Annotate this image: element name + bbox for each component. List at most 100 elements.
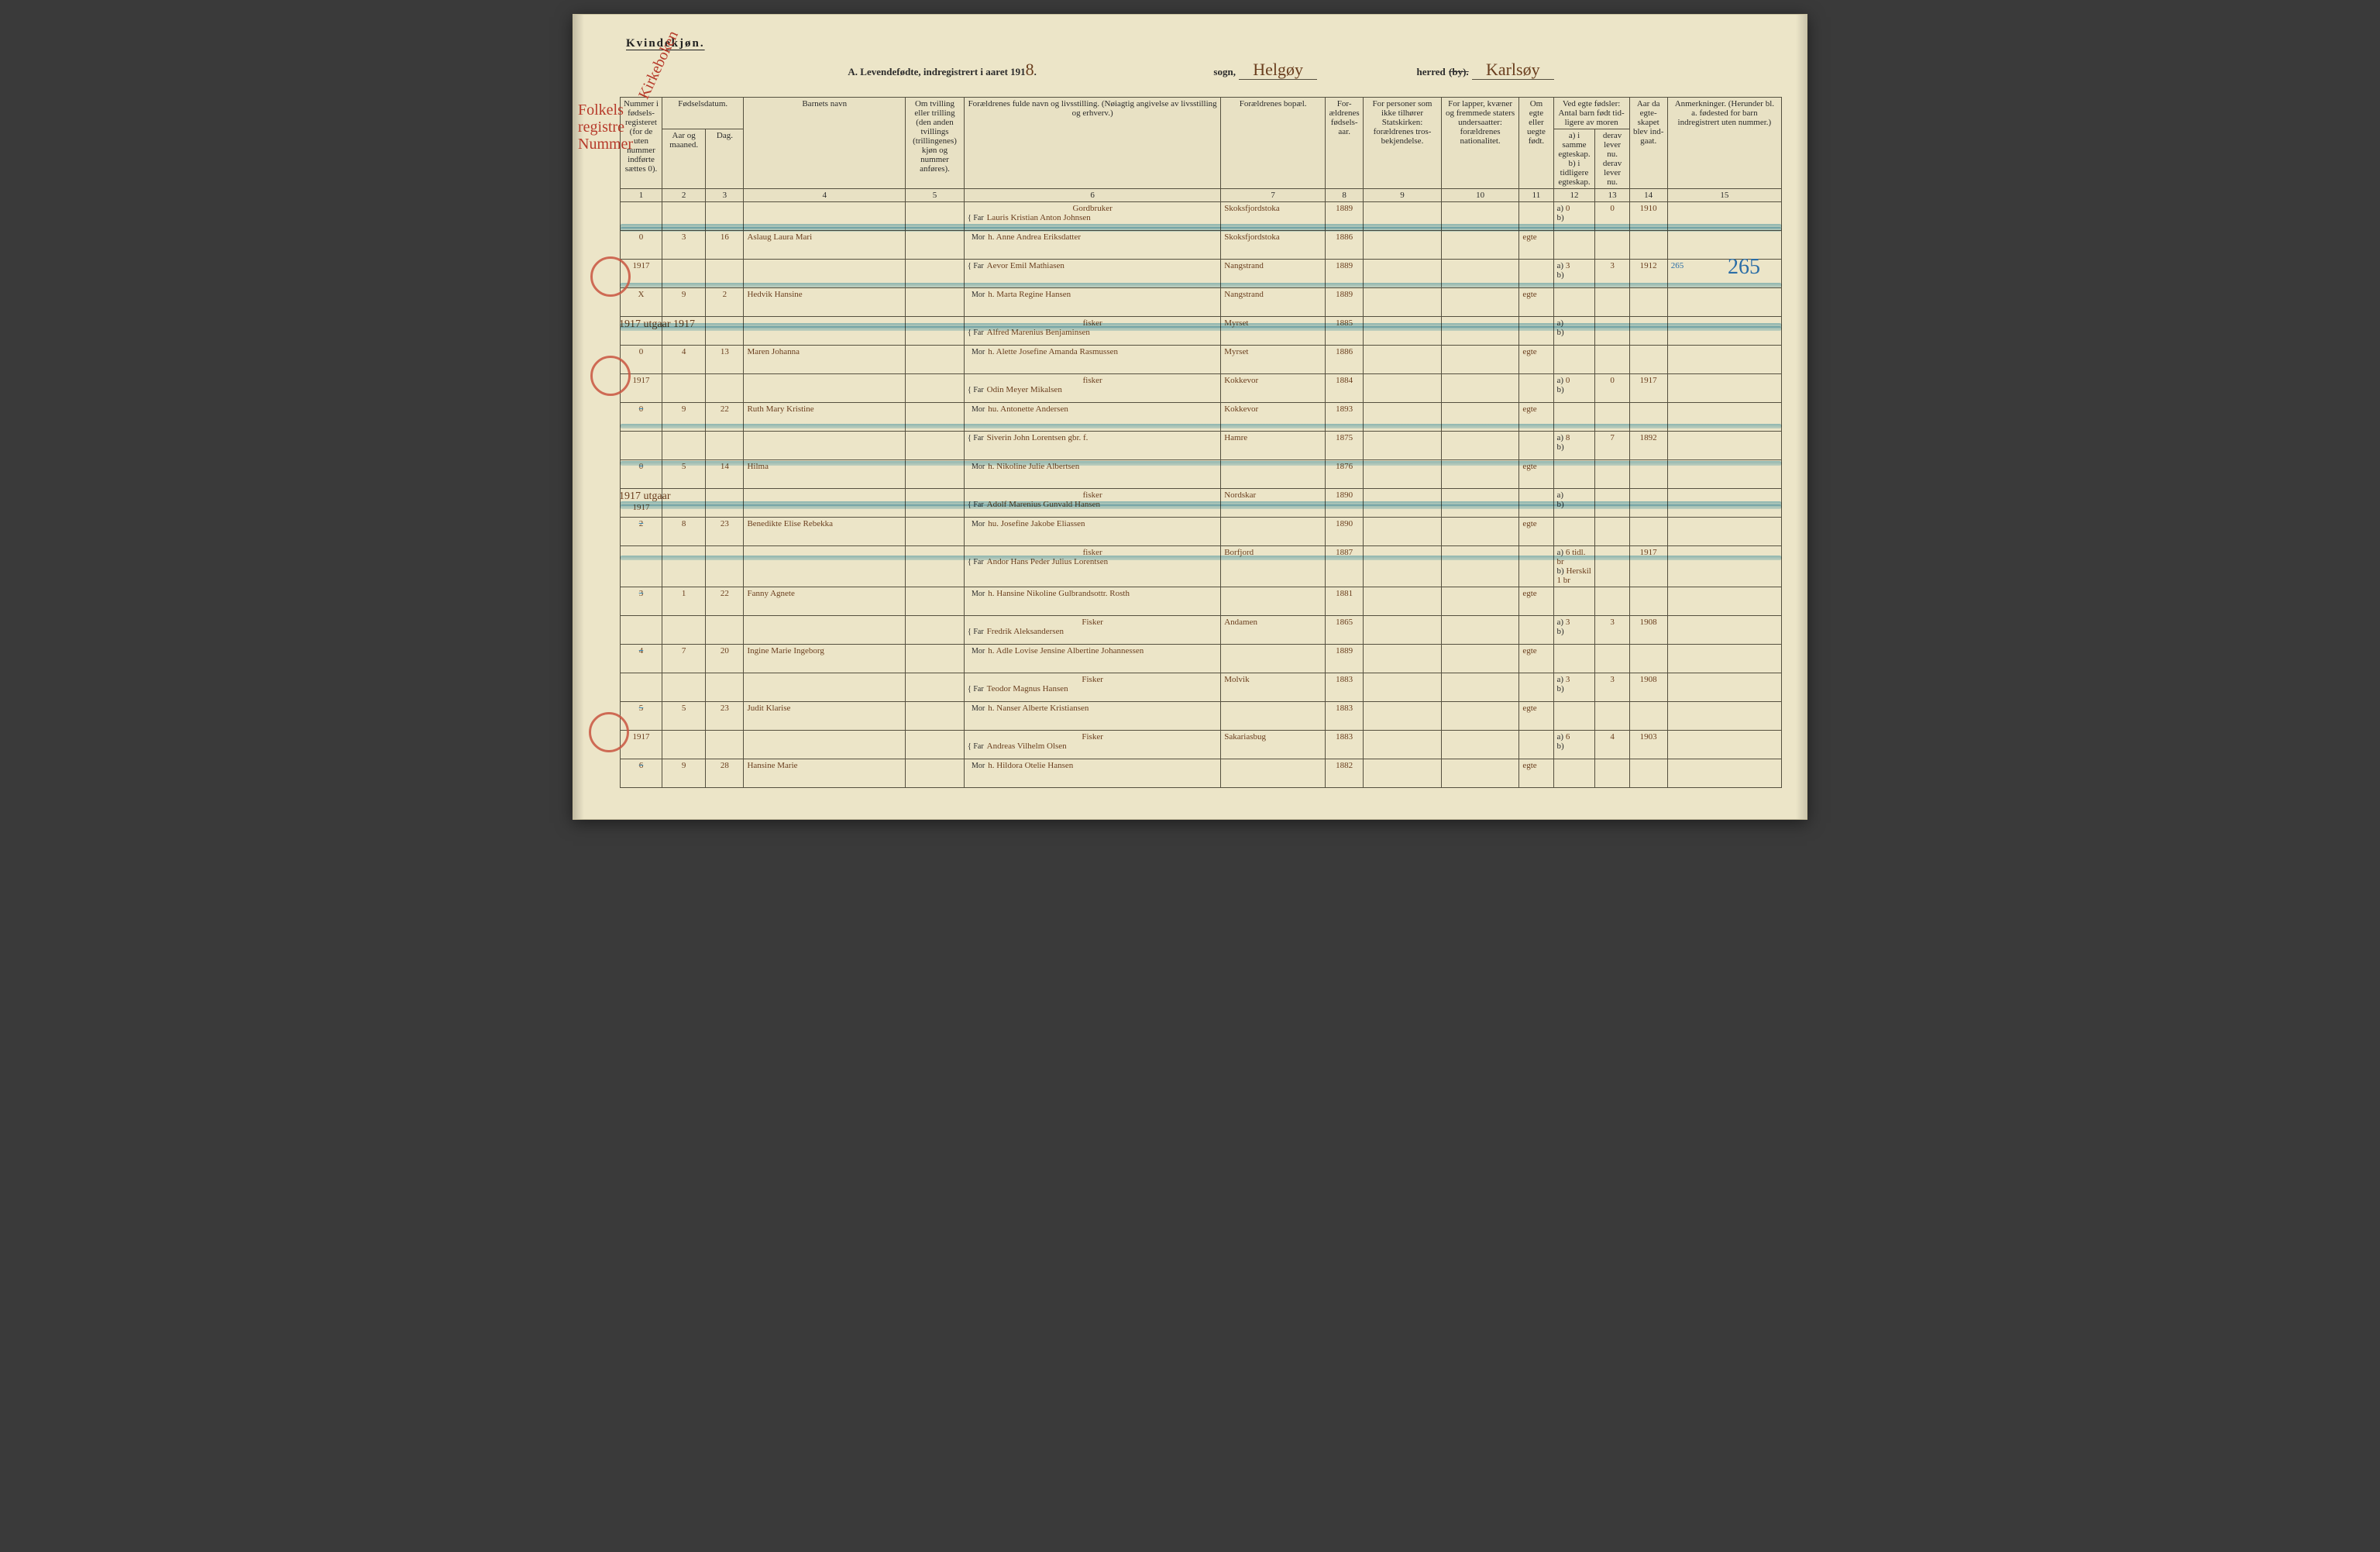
- c8-far: 1883: [1326, 673, 1364, 702]
- table-row-mor: 4 7 20 Ingine Marie Ingeborg Morh. Adle …: [621, 645, 1782, 673]
- c4-upper: [744, 546, 906, 587]
- c5: [905, 759, 964, 788]
- c9-mor: [1364, 702, 1442, 731]
- c13: 3: [1595, 673, 1629, 702]
- c14-lower: [1629, 518, 1667, 546]
- c5: [905, 702, 964, 731]
- c4: Hedvik Hansine: [744, 288, 906, 317]
- c1-upper: 1917 utgaar1917: [621, 489, 662, 518]
- c11-upper: [1519, 546, 1553, 587]
- margin-folkels: Folkels: [578, 102, 624, 119]
- c8-mor: 1890: [1326, 518, 1364, 546]
- c13-lower: [1595, 702, 1629, 731]
- c4: Ruth Mary Kristine: [744, 403, 906, 432]
- colnum-7: 7: [1221, 189, 1326, 202]
- c6-far: fisker { FarAlfred Marenius Benjaminsen: [965, 317, 1221, 346]
- c15: [1667, 374, 1781, 403]
- c8-mor: 1893: [1326, 403, 1364, 432]
- table-row-mor: 0 9 22 Ruth Mary Kristine Morhu. Antonet…: [621, 403, 1782, 432]
- c13-lower: [1595, 518, 1629, 546]
- c8-mor: 1876: [1326, 460, 1364, 489]
- c12-lower: [1553, 460, 1595, 489]
- c10-mor: [1441, 346, 1519, 374]
- c10-far: [1441, 731, 1519, 759]
- c6-mor: Morh. Hildora Otelie Hansen: [965, 759, 1221, 788]
- c4: Judit Klarise: [744, 702, 906, 731]
- c14-lower: [1629, 288, 1667, 317]
- c11-upper: [1519, 374, 1553, 403]
- c13-lower: [1595, 346, 1629, 374]
- col-13a-label: derav lever nu.: [1603, 131, 1622, 159]
- c2: 9: [662, 403, 705, 432]
- col-12a-label: a) i samme egteskap.: [1558, 131, 1590, 159]
- c15-lower: [1667, 645, 1781, 673]
- c9-mor: [1364, 346, 1442, 374]
- col-6-header: Forældrenes fulde navn og livsstilling. …: [965, 98, 1221, 189]
- c7-mor: Myrset: [1221, 346, 1326, 374]
- c10-far: [1441, 616, 1519, 645]
- c5-upper: [905, 489, 964, 518]
- c2-upper: [662, 731, 705, 759]
- col-12a-header: a) i samme egteskap. b) i tidligere egte…: [1553, 129, 1595, 189]
- c6-mor: Morh. Alette Josefine Amanda Rasmussen: [965, 346, 1221, 374]
- c8-far: 1884: [1326, 374, 1364, 403]
- birth-register-table: Nummer i fødsels-registeret (for de uten…: [620, 97, 1782, 788]
- c9-far: [1364, 489, 1442, 518]
- c1-upper: [621, 546, 662, 587]
- c10-far: [1441, 673, 1519, 702]
- table-row-far: 1917 Fisker { FarAndreas Vilhelm Olsen S…: [621, 731, 1782, 759]
- c7-far: Molvik: [1221, 673, 1326, 702]
- colnum-1: 1: [621, 189, 662, 202]
- colnum-10: 10: [1441, 189, 1519, 202]
- table-row-mor: 0 5 14 Hilma Morh. Nikoline Julie Albert…: [621, 460, 1782, 489]
- header-line: A. Levendefødte, indregistrert i aaret 1…: [620, 60, 1782, 80]
- c10-far: [1441, 317, 1519, 346]
- c12-ab: a) 3 b): [1553, 673, 1595, 702]
- c6-far: Fisker { FarAndreas Vilhelm Olsen: [965, 731, 1221, 759]
- c12-ab: a) 6 tidl. br b) Herskil 1 br: [1553, 546, 1595, 587]
- c12-ab: a) 3 b): [1553, 260, 1595, 288]
- c1: 5: [621, 702, 662, 731]
- col-13-header: derav lever nu. derav lever nu.: [1595, 129, 1629, 189]
- c2: 3: [662, 231, 705, 260]
- c1-upper: 1917 utgaar 1917: [621, 317, 662, 346]
- c10-far: [1441, 489, 1519, 518]
- c15-lower: [1667, 759, 1781, 788]
- c12-lower: [1553, 346, 1595, 374]
- c3: 16: [706, 231, 744, 260]
- c5: [905, 346, 964, 374]
- c6-mor: Morh. Nikoline Julie Albertsen: [965, 460, 1221, 489]
- c7-far: Nangstrand: [1221, 260, 1326, 288]
- c13: 0: [1595, 202, 1629, 231]
- c15-lower: [1667, 231, 1781, 260]
- col-10-header: For lapper, kvæner og fremmede staters u…: [1441, 98, 1519, 189]
- c11-upper: [1519, 317, 1553, 346]
- c3: 23: [706, 702, 744, 731]
- c3-upper: [706, 432, 744, 460]
- c11: egte: [1519, 288, 1553, 317]
- year-suffix: 8: [1026, 60, 1034, 79]
- c3: 23: [706, 518, 744, 546]
- c7-mor: [1221, 587, 1326, 616]
- c13: 0: [1595, 374, 1629, 403]
- c8-far: 1885: [1326, 317, 1364, 346]
- c14: 1903: [1629, 731, 1667, 759]
- c5-upper: [905, 202, 964, 231]
- c1: 0: [621, 231, 662, 260]
- colnum-6: 6: [965, 189, 1221, 202]
- c7-far: Myrset: [1221, 317, 1326, 346]
- c13: 7: [1595, 432, 1629, 460]
- c1: 4: [621, 645, 662, 673]
- c1: 3: [621, 587, 662, 616]
- c10-mor: [1441, 231, 1519, 260]
- c13: [1595, 317, 1629, 346]
- c2: 9: [662, 759, 705, 788]
- c10-far: [1441, 546, 1519, 587]
- c12-lower: [1553, 231, 1595, 260]
- c1-upper: [621, 432, 662, 460]
- c2: 5: [662, 460, 705, 489]
- c6-mor: Morh. Nanser Alberte Kristiansen: [965, 702, 1221, 731]
- margin-nummer: Nummer: [578, 136, 633, 153]
- c14: 1892: [1629, 432, 1667, 460]
- c14: 1910: [1629, 202, 1667, 231]
